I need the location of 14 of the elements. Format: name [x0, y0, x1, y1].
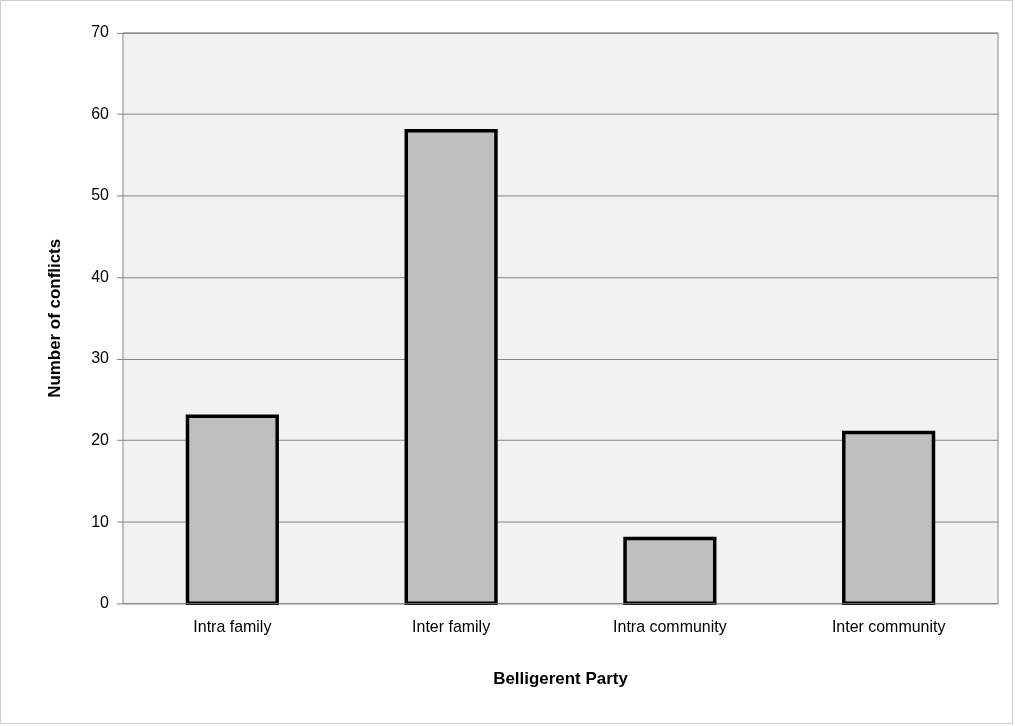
x-axis-title: Belligerent Party: [493, 668, 629, 688]
y-tick-label: 70: [91, 23, 110, 41]
y-tick-label: 50: [91, 186, 110, 204]
y-tick-label: 0: [100, 594, 110, 612]
y-tick-label: 60: [91, 104, 110, 122]
x-tick-label: Intra community: [613, 617, 727, 635]
x-tick-label: Intra family: [193, 617, 272, 635]
x-tick-label: Inter community: [831, 617, 946, 635]
y-tick-label: 20: [91, 431, 110, 449]
y-tick-label: 10: [91, 512, 110, 530]
y-tick-label: 30: [91, 349, 110, 367]
y-axis-title: Number of conflicts: [44, 238, 64, 398]
y-tick-label: 40: [91, 267, 110, 285]
x-tick-label: Inter family: [412, 617, 491, 635]
